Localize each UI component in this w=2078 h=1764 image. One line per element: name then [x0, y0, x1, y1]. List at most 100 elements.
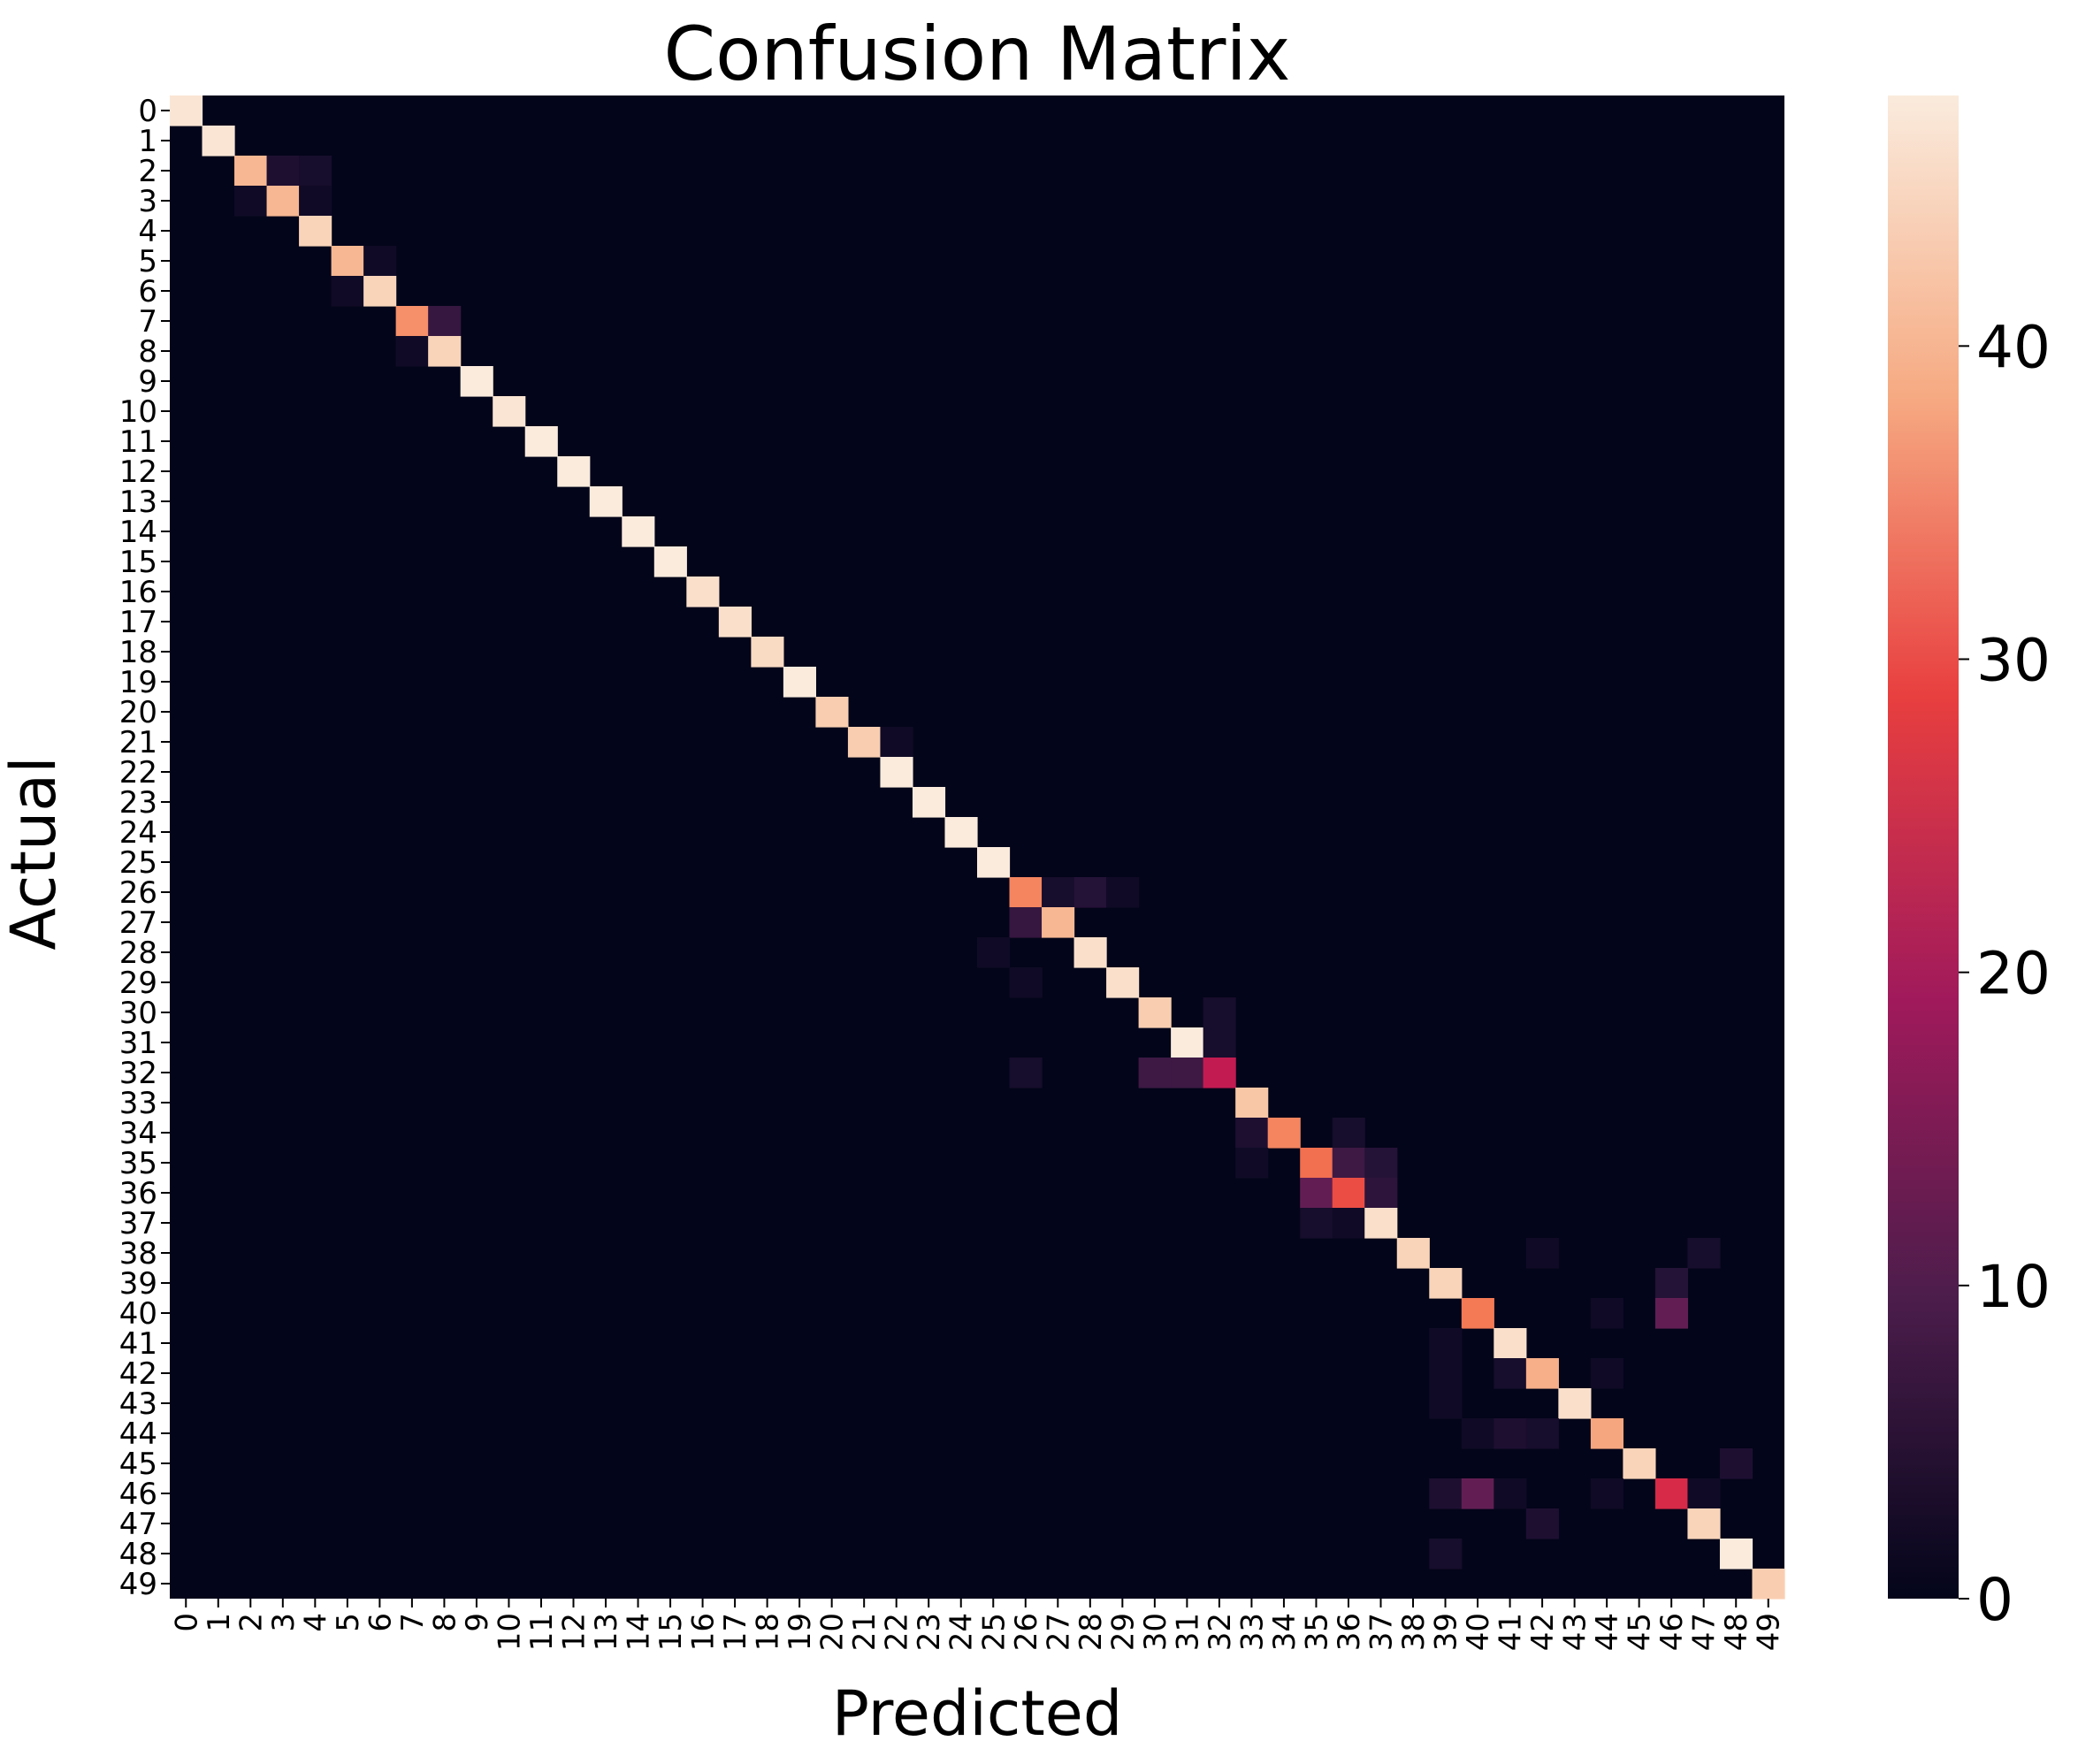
colorbar-tick-label: 40: [1976, 313, 2051, 381]
heatmap-cell: [1494, 1478, 1527, 1509]
heatmap-cell: [1687, 1238, 1721, 1269]
y-tick-label: 32: [119, 1056, 157, 1091]
heatmap-cell: [1364, 1148, 1398, 1179]
y-tick-label: 1: [138, 124, 157, 159]
heatmap-cell: [977, 937, 1011, 968]
x-tick-label: 39: [1429, 1613, 1464, 1651]
heatmap-cell: [1332, 1178, 1365, 1209]
colorbar-tick-label: 0: [1976, 1566, 2013, 1634]
colorbar-tick-label: 10: [1976, 1253, 2051, 1321]
heatmap-cell: [1494, 1358, 1527, 1389]
heatmap-cell: [1235, 1118, 1269, 1149]
heatmap-cell: [1267, 1118, 1301, 1149]
x-tick-label: 30: [1138, 1613, 1173, 1651]
y-tick-label: 3: [138, 184, 157, 219]
heatmap-cell: [1590, 1478, 1623, 1509]
x-axis-title: Predicted: [832, 1677, 1123, 1750]
heatmap-cell: [1203, 1027, 1236, 1058]
y-tick-label: 25: [119, 845, 157, 881]
heatmap-cell: [234, 186, 268, 217]
x-tick-label: 15: [653, 1613, 689, 1651]
x-tick-label: 4: [298, 1613, 333, 1632]
y-tick-label: 24: [119, 815, 157, 851]
heatmap-cell: [1009, 907, 1043, 938]
x-tick-label: 18: [751, 1613, 786, 1651]
x-tick-label: 8: [427, 1613, 462, 1632]
heatmap-cell: [266, 186, 300, 217]
x-tick-label: 34: [1267, 1613, 1303, 1651]
heatmap-cell: [622, 516, 655, 547]
heatmap-cell: [524, 426, 558, 457]
heatmap-cell: [880, 757, 913, 788]
y-tick-label: 15: [119, 545, 157, 580]
heatmap-cell: [1429, 1268, 1463, 1299]
x-tick-label: 29: [1105, 1613, 1141, 1651]
y-tick-label: 47: [119, 1507, 157, 1542]
heatmap-cell: [460, 366, 493, 397]
y-tick-label: 9: [138, 364, 157, 400]
heatmap-cell: [428, 336, 462, 367]
heatmap-cell: [1525, 1418, 1559, 1449]
x-tick-label: 46: [1654, 1613, 1690, 1651]
heatmap-cell: [1494, 1418, 1527, 1449]
heatmap-cell: [880, 727, 913, 758]
heatmap-cell: [718, 607, 752, 638]
heatmap-cell: [815, 697, 849, 728]
colorbar-tick-label: 20: [1976, 940, 2051, 1008]
x-tick-label: 0: [169, 1613, 204, 1632]
y-tick-label: 6: [138, 274, 157, 309]
x-tick-label: 23: [912, 1613, 947, 1651]
heatmap-cell: [1235, 1088, 1269, 1119]
heatmap-cell: [1396, 1238, 1430, 1269]
y-tick-label: 8: [138, 334, 157, 370]
heatmap-cell: [1429, 1539, 1463, 1569]
heatmap-cell: [1009, 1058, 1043, 1088]
heatmap-cell: [1494, 1328, 1527, 1359]
heatmap-cell: [395, 306, 429, 337]
y-tick-label: 42: [119, 1356, 157, 1392]
x-tick-label: 1: [202, 1613, 237, 1632]
heatmap-cell: [1300, 1148, 1333, 1179]
y-axis-title: Actual: [0, 756, 70, 950]
heatmap-cell: [1752, 1569, 1785, 1600]
y-tick-label: 29: [119, 966, 157, 1001]
heatmap-cell: [1558, 1388, 1592, 1419]
heatmap-cell: [1300, 1178, 1333, 1209]
heatmap-cell: [266, 156, 300, 187]
x-tick-label: 9: [460, 1613, 495, 1632]
heatmap-cell: [202, 126, 235, 157]
heatmap-cell: [557, 456, 591, 487]
heatmap-cell: [847, 727, 882, 758]
heatmap-cell: [331, 276, 364, 307]
x-tick-label: 40: [1461, 1613, 1496, 1651]
x-tick-labels: 0123456789101112131415161718192021222324…: [169, 1599, 1787, 1651]
heatmap-cell: [1525, 1238, 1559, 1269]
x-tick-label: 20: [815, 1613, 851, 1651]
heatmap-cell: [1654, 1268, 1689, 1299]
y-tick-label: 4: [138, 214, 157, 249]
heatmap-cell: [1590, 1418, 1623, 1449]
heatmap-cell: [1461, 1418, 1494, 1449]
y-tick-labels: 0123456789101112131415161718192021222324…: [119, 94, 170, 1602]
heatmap-cell: [1623, 1448, 1656, 1479]
y-tick-label: 14: [119, 515, 157, 550]
y-tick-label: 37: [119, 1206, 157, 1241]
x-tick-label: 16: [686, 1613, 722, 1651]
heatmap-cell: [1429, 1388, 1463, 1419]
heatmap-cell: [363, 246, 397, 277]
heatmap-cell: [493, 396, 526, 427]
heatmap-cell: [1042, 907, 1075, 938]
heatmap-cell: [299, 156, 332, 187]
heatmap-cell: [783, 667, 816, 698]
y-tick-label: 26: [119, 875, 157, 911]
heatmap-cell: [751, 637, 784, 668]
heatmap-cell: [1235, 1148, 1269, 1179]
heatmap-cell: [1687, 1478, 1721, 1509]
heatmap-cell: [1719, 1539, 1753, 1569]
x-tick-label: 2: [233, 1613, 269, 1632]
heatmap-cell: [299, 216, 332, 247]
y-tick-label: 10: [119, 394, 157, 430]
heatmap-cell: [1364, 1208, 1398, 1239]
y-tick-label: 38: [119, 1236, 157, 1271]
